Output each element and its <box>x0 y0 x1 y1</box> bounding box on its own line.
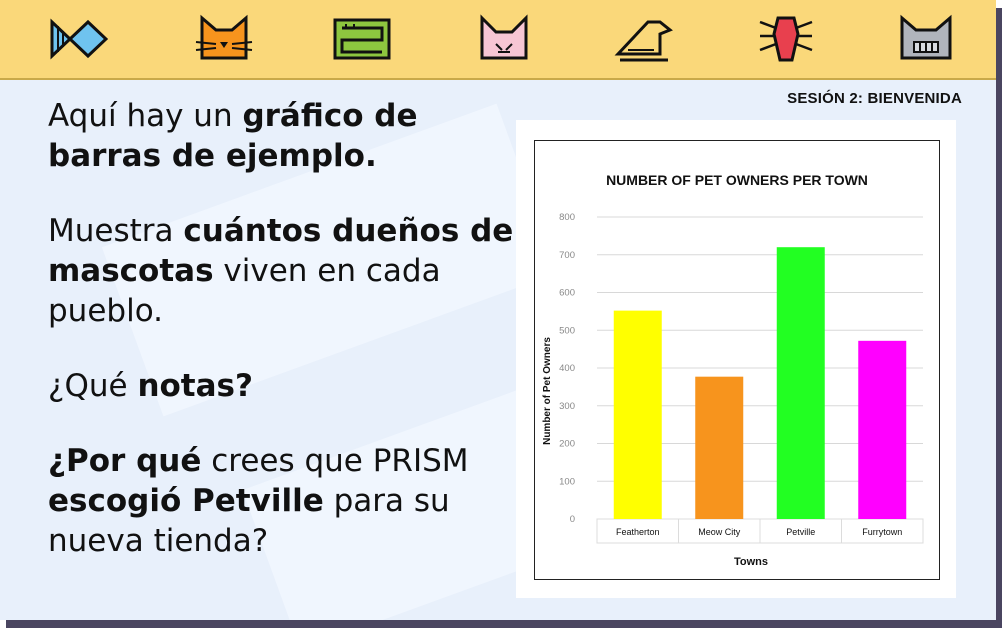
y-tick-label: 700 <box>559 250 575 261</box>
header-bar <box>0 0 996 80</box>
y-tick-label: 400 <box>559 363 575 374</box>
fox-face-icon <box>480 14 528 60</box>
text: ¿Qué <box>48 368 138 404</box>
bold-text: escogió Petville <box>48 483 324 519</box>
spider-icon <box>759 16 813 62</box>
x-category-labels: Featherton Meow City Petville Furrytown <box>616 519 902 543</box>
paragraph-question-why: ¿Por qué crees que PRISM escogió Petvill… <box>48 441 518 561</box>
chart-frame: NUMBER OF PET OWNERS PER TOWN Number of … <box>534 140 940 580</box>
bold-text: cuántos dueños de mascotas <box>48 213 514 289</box>
bar-petville <box>776 247 825 519</box>
y-tick-label: 500 <box>559 325 575 336</box>
x-axis-label: Towns <box>734 556 768 568</box>
text: Muestra <box>48 213 184 249</box>
y-tick-label: 100 <box>559 476 575 487</box>
bar-furrytown <box>858 340 907 519</box>
x-category-label: Meow City <box>698 527 741 537</box>
y-tick-label: 200 <box>559 439 575 450</box>
y-tick-label: 300 <box>559 401 575 412</box>
maze-icon <box>333 18 391 60</box>
y-axis-label: Number of Pet Owners <box>542 337 553 445</box>
y-tick-label: 0 <box>570 514 575 525</box>
chart-card: NUMBER OF PET OWNERS PER TOWN Number of … <box>516 120 956 598</box>
bird-icon <box>614 20 673 62</box>
bars <box>613 247 907 519</box>
bold-text: ¿Por qué <box>48 443 202 479</box>
cat-face-icon <box>195 14 253 60</box>
bar-featherton <box>613 310 662 519</box>
session-label: SESIÓN 2: BIENVENIDA <box>787 90 962 107</box>
x-category-label: Furrytown <box>862 527 902 537</box>
bold-text: gráfico de barras de ejemplo. <box>48 98 418 174</box>
chart-title: NUMBER OF PET OWNERS PER TOWN <box>606 172 868 188</box>
paragraph-intro: Aquí hay un gráfico de barras de ejemplo… <box>48 96 518 176</box>
text: crees que PRISM <box>201 443 469 479</box>
slide: SESIÓN 2: BIENVENIDA Aquí hay un gráfico… <box>0 0 996 620</box>
paragraph-question-notice: ¿Qué notas? <box>48 366 518 406</box>
bar-meow-city <box>695 376 744 519</box>
text: viven en cada pueblo. <box>48 253 441 329</box>
y-tick-label: 600 <box>559 288 575 299</box>
y-tick-labels: 0 100 200 300 400 500 600 700 800 <box>559 212 575 525</box>
x-category-label: Petville <box>786 527 815 537</box>
bold-text: notas? <box>137 368 253 404</box>
text: Aquí hay un <box>48 98 243 134</box>
fish-icon <box>50 18 108 60</box>
x-category-label: Featherton <box>616 527 660 537</box>
robot-cat-icon <box>900 14 952 60</box>
bar-chart: NUMBER OF PET OWNERS PER TOWN Number of … <box>542 172 924 568</box>
slide-text: Aquí hay un gráfico de barras de ejemplo… <box>48 96 518 596</box>
text: para su nueva tienda? <box>48 483 450 559</box>
y-tick-label: 800 <box>559 212 575 223</box>
paragraph-description: Muestra cuántos dueños de mascotas viven… <box>48 211 518 331</box>
